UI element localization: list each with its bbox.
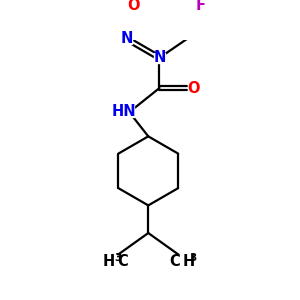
Text: C: C: [169, 254, 179, 269]
Text: H: H: [183, 254, 195, 269]
Bar: [169, 256, 195, 267]
Bar: [154, 52, 165, 63]
Bar: [122, 34, 132, 44]
Bar: [188, 83, 198, 93]
Bar: [115, 106, 134, 116]
Text: O: O: [187, 80, 200, 95]
Text: 3: 3: [115, 253, 122, 263]
Text: HN: HN: [112, 104, 136, 119]
Text: 3: 3: [190, 253, 197, 263]
Text: N: N: [121, 31, 133, 46]
Bar: [128, 0, 139, 10]
Bar: [102, 256, 128, 267]
Text: F: F: [196, 0, 206, 13]
Text: O: O: [128, 0, 140, 13]
Text: C: C: [117, 254, 128, 269]
Text: H: H: [102, 254, 115, 269]
Bar: [196, 0, 206, 10]
Text: N: N: [153, 50, 166, 65]
